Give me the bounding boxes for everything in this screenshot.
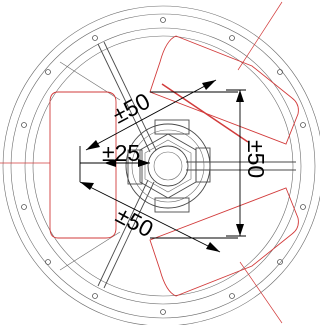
dim-label-lower: ±50 — [112, 201, 158, 242]
zone-upper-right — [149, 35, 299, 145]
zones — [49, 35, 299, 297]
leader-rays — [0, 1, 283, 324]
outer-rings — [2, 5, 320, 325]
zone-left — [49, 91, 117, 239]
dimension-lines — [79, 79, 246, 253]
zone-lower-right — [149, 187, 299, 297]
dim-label-center: ±25 — [102, 140, 140, 166]
dim-label-upper: ±50 — [108, 88, 154, 129]
bolt-marks — [21, 17, 306, 315]
central-hub — [125, 119, 211, 213]
dim-label-right: ±50 — [243, 140, 269, 178]
